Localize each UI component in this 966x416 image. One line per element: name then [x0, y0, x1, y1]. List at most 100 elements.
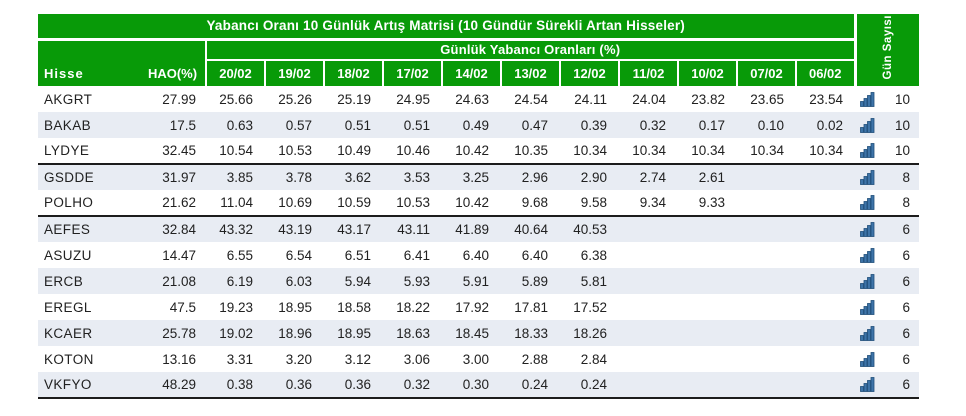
daily-ratio-cell: 0.38 — [206, 372, 265, 399]
daily-ratio-cell: 3.78 — [265, 164, 324, 190]
daily-ratio-cell: 3.12 — [324, 346, 383, 372]
daily-ratio-cell: 0.47 — [501, 112, 560, 138]
daily-ratio-cell: 18.63 — [383, 320, 442, 346]
daily-ratio-cell: 25.66 — [206, 86, 265, 112]
daily-ratio-cell: 6.38 — [560, 242, 619, 268]
date-header: 17/02 — [382, 60, 442, 86]
daily-ratio-cell: 3.62 — [324, 164, 383, 190]
hao-cell: 14.47 — [132, 242, 206, 268]
table-row: VKFYO 48.29 0.38 0.36 0.36 0.32 0.30 0.24 0.24 6 — [38, 372, 919, 399]
date-header: 07/02 — [736, 60, 796, 86]
hao-cell: 13.16 — [132, 346, 206, 372]
ticker-cell: EREGL — [38, 294, 132, 320]
ascending-bar-chart-icon — [855, 294, 880, 320]
daily-ratio-cell — [678, 320, 737, 346]
daily-ratio-cell: 40.64 — [501, 216, 560, 242]
daily-ratio-cell: 0.10 — [737, 112, 796, 138]
daily-ratio-cell: 5.93 — [383, 268, 442, 294]
day-count-cell: 8 — [880, 190, 919, 217]
daily-ratio-cell: 5.94 — [324, 268, 383, 294]
date-header: 20/02 — [205, 60, 265, 86]
daily-ratio-cell: 6.54 — [265, 242, 324, 268]
date-header: 13/02 — [500, 60, 560, 86]
day-count-cell: 6 — [880, 346, 919, 372]
daily-ratio-cell: 17.92 — [442, 294, 501, 320]
daily-ratio-cell: 18.33 — [501, 320, 560, 346]
daily-ratio-cell: 25.19 — [324, 86, 383, 112]
daily-ratio-cell: 10.49 — [324, 138, 383, 165]
daily-ratio-cell — [619, 346, 678, 372]
daily-ratio-cell — [796, 294, 855, 320]
daily-ratio-cell — [619, 372, 678, 399]
daily-ratio-cell: 24.04 — [619, 86, 678, 112]
daily-ratio-cell: 18.96 — [265, 320, 324, 346]
daily-ratio-cell — [796, 216, 855, 242]
daily-ratio-cell — [737, 346, 796, 372]
daily-ratio-cell — [619, 294, 678, 320]
daily-ratio-cell — [678, 372, 737, 399]
table-title: Yabancı Oranı 10 Günlük Artış Matrisi (1… — [38, 14, 855, 41]
daily-ratio-cell: 10.54 — [206, 138, 265, 165]
day-count-cell: 10 — [880, 138, 919, 165]
daily-ratio-cell: 25.26 — [265, 86, 324, 112]
daily-ratio-cell: 19.23 — [206, 294, 265, 320]
date-header-row: 20/02 19/02 18/02 17/02 14/02 13/02 12/0… — [38, 60, 919, 86]
ticker-cell: GSDDE — [38, 164, 132, 190]
hao-cell: 27.99 — [132, 86, 206, 112]
daily-ratio-cell — [737, 372, 796, 399]
daily-ratio-cell: 2.61 — [678, 164, 737, 190]
date-header: 12/02 — [559, 60, 619, 86]
ticker-cell: ERCB — [38, 268, 132, 294]
table-row: BAKAB 17.5 0.63 0.57 0.51 0.51 0.49 0.47 0.39 0.3… — [38, 112, 919, 138]
table-row: LYDYE 32.45 10.54 10.53 10.49 10.46 10.42 10.35… — [38, 138, 919, 165]
daily-ratio-cell: 3.53 — [383, 164, 442, 190]
day-count-header-label: Gün Sayısı — [881, 15, 894, 80]
daily-ratio-cell: 0.17 — [678, 112, 737, 138]
daily-ratio-cell: 3.20 — [265, 346, 324, 372]
daily-ratio-cell: 24.54 — [501, 86, 560, 112]
daily-ratio-cell: 10.34 — [678, 138, 737, 165]
row-label-header-cell: Hisse HAO(%) — [38, 39, 207, 86]
daily-ratio-cell: 0.57 — [265, 112, 324, 138]
daily-ratio-cell — [737, 294, 796, 320]
daily-ratio-cell — [678, 346, 737, 372]
daily-ratio-cell: 10.34 — [796, 138, 855, 165]
daily-ratio-cell — [737, 190, 796, 217]
daily-ratio-cell: 10.46 — [383, 138, 442, 165]
daily-ratio-cell — [796, 242, 855, 268]
ticker-cell: BAKAB — [38, 112, 132, 138]
daily-ratio-cell — [678, 294, 737, 320]
ticker-cell: POLHO — [38, 190, 132, 217]
hao-cell: 25.78 — [132, 320, 206, 346]
daily-ratio-cell — [678, 268, 737, 294]
table-body: AKGRT 27.99 25.66 25.26 25.19 24.95 24.63 24.54… — [38, 86, 919, 399]
ticker-cell: KCAER — [38, 320, 132, 346]
daily-ratio-cell: 40.53 — [560, 216, 619, 242]
day-count-cell: 6 — [880, 268, 919, 294]
table-row: AEFES 32.84 43.32 43.19 43.17 43.11 41.89 40.64… — [38, 216, 919, 242]
daily-ratio-cell — [737, 268, 796, 294]
daily-ratio-cell: 23.65 — [737, 86, 796, 112]
daily-ratio-cell: 10.42 — [442, 190, 501, 217]
daily-ratio-cell — [796, 164, 855, 190]
daily-ratio-cell: 2.84 — [560, 346, 619, 372]
daily-ratio-cell: 3.85 — [206, 164, 265, 190]
ascending-bar-chart-icon — [855, 190, 880, 217]
foreign-ratio-matrix: Yabancı Oranı 10 Günlük Artış Matrisi (1… — [38, 14, 919, 399]
daily-ratio-cell: 0.36 — [324, 372, 383, 399]
daily-ratio-cell: 0.24 — [501, 372, 560, 399]
daily-ratio-cell: 6.40 — [501, 242, 560, 268]
daily-ratio-cell: 18.95 — [324, 320, 383, 346]
daily-ratio-cell: 0.32 — [383, 372, 442, 399]
ascending-bar-chart-icon — [855, 138, 880, 165]
daily-ratio-cell — [796, 346, 855, 372]
daily-ratio-cell: 3.00 — [442, 346, 501, 372]
daily-ratio-cell: 5.91 — [442, 268, 501, 294]
table-row: ASUZU 14.47 6.55 6.54 6.51 6.41 6.40 6.40 6.38 6 — [38, 242, 919, 268]
ascending-bar-chart-icon — [855, 216, 880, 242]
daily-ratio-cell — [737, 164, 796, 190]
daily-ratio-cell: 0.02 — [796, 112, 855, 138]
hao-cell: 31.97 — [132, 164, 206, 190]
daily-ratio-cell — [619, 242, 678, 268]
ticker-cell: AKGRT — [38, 86, 132, 112]
